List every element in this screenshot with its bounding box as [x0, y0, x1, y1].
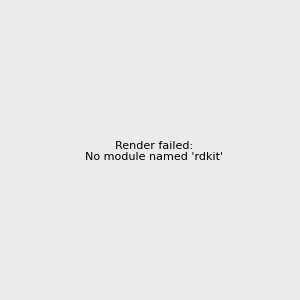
Text: Render failed:
No module named 'rdkit': Render failed: No module named 'rdkit' — [85, 141, 223, 162]
